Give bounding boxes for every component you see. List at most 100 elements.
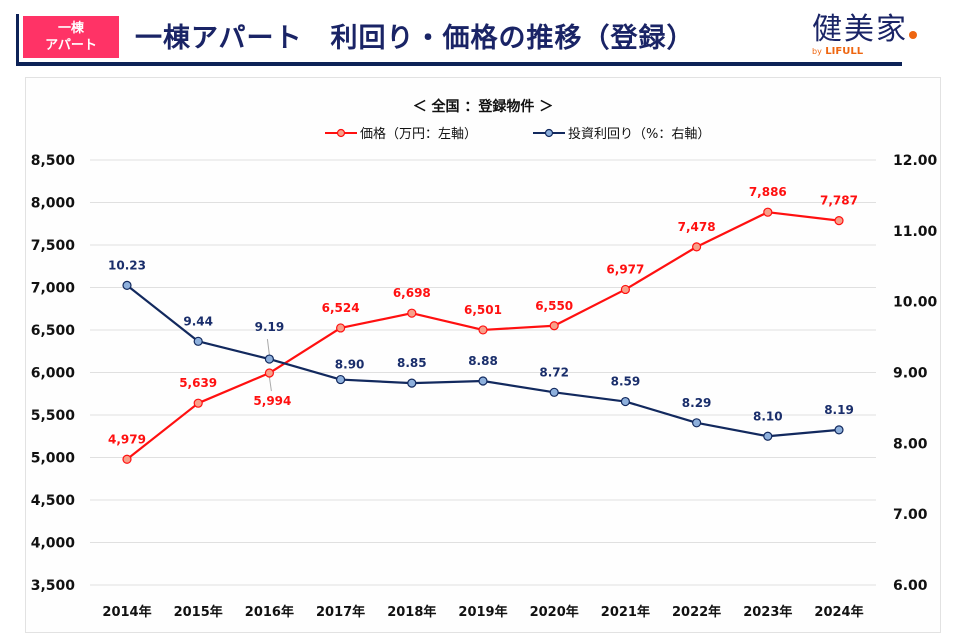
logo-by: by — [812, 47, 822, 56]
x-axis-tick-label: 2014年 — [102, 604, 151, 620]
legend-marker-yield-icon — [544, 128, 554, 138]
series-price: 4,979 5,639 5,994 6,524 6,698 6,501 6,550 6,977… — [108, 185, 858, 464]
price-point — [193, 398, 203, 408]
yield-data-label: 8.19 — [824, 403, 854, 417]
x-axis-tick-label: 2018年 — [387, 604, 436, 620]
badge-line-1: 一棟 — [57, 21, 84, 36]
yield-point — [691, 418, 702, 428]
yield-point — [478, 376, 488, 386]
series-yield: 10.23 9.44 9.19 8.90 8.85 8.88 8.72 8.59 8.29 8.1… — [108, 258, 854, 441]
x-axis-tick-label: 2019年 — [458, 604, 507, 620]
price-data-label: 6,698 — [393, 286, 431, 300]
x-axis-tick-label: 2016年 — [245, 604, 294, 620]
price-data-label: 6,501 — [464, 303, 502, 317]
left-axis-tick-label: 8,500 — [31, 153, 76, 169]
chart-title: ＜ 全国 ：登録物件 ＞ — [413, 98, 554, 115]
price-data-label: 6,524 — [322, 301, 360, 315]
left-axis-tick-label: 8,000 — [31, 196, 76, 212]
yield-data-label: 8.90 — [335, 358, 365, 372]
right-axis-tick-label: 9.00 — [893, 366, 928, 382]
leader-line-yield-2016 — [266, 338, 270, 356]
price-point — [549, 321, 559, 331]
gridlines — [90, 159, 876, 586]
right-axis-tick-label: 8.00 — [893, 436, 928, 452]
yield-data-label: 8.88 — [468, 354, 498, 368]
left-axis-tick-label: 5,000 — [31, 451, 76, 467]
price-data-label: 7,886 — [749, 185, 787, 199]
legend-label-yield: 投資利回り（%：右軸） — [568, 126, 710, 142]
yield-data-label: 8.59 — [611, 375, 641, 389]
logo-dot-icon — [909, 31, 917, 39]
yield-data-label: 8.10 — [753, 409, 783, 423]
right-axis-tick-label: 6.00 — [893, 578, 928, 594]
logo-brand: LIFULL — [825, 46, 864, 57]
yield-data-label: 9.44 — [183, 314, 213, 328]
chart-frame — [25, 77, 941, 633]
yield-point — [407, 378, 417, 388]
left-axis-tick-label: 5,500 — [31, 408, 76, 424]
legend-item-price: 価格（万円：左軸） — [325, 126, 477, 142]
left-axis-tick-label: 7,000 — [31, 281, 76, 297]
price-data-label: 6,977 — [606, 262, 644, 276]
x-axis-tick-label: 2024年 — [814, 604, 863, 620]
x-axis-tick-label: 2021年 — [601, 604, 650, 620]
left-axis-tick-label: 6,000 — [31, 366, 76, 382]
yield-point — [122, 280, 132, 290]
price-point — [763, 207, 773, 217]
legend-label-price: 価格（万円：左軸） — [360, 126, 477, 142]
x-axis-tick-label: 2022年 — [672, 604, 721, 620]
x-axis-tick-label: 2017年 — [316, 604, 365, 620]
logo-text: 健美家 — [812, 12, 908, 47]
brand-logo: 健美家 — [812, 4, 917, 48]
left-axis-tick-label: 6,500 — [31, 323, 76, 339]
left-axis-tick-label: 3,500 — [31, 578, 76, 594]
category-badge: 一棟 アパート — [23, 16, 119, 58]
price-line — [126, 211, 840, 461]
left-axis: 3,500 4,000 4,500 5,000 5,500 6,000 6,500 7,000… — [31, 153, 76, 594]
x-axis-tick-label: 2020年 — [530, 604, 579, 620]
legend-marker-price-icon — [336, 128, 346, 138]
yield-point — [620, 396, 631, 407]
x-axis-tick-label: 2015年 — [174, 604, 223, 620]
yield-point — [763, 431, 773, 441]
price-point — [407, 308, 417, 318]
yield-point — [834, 425, 844, 435]
right-axis-tick-label: 10.00 — [893, 295, 938, 311]
price-data-label: 4,979 — [108, 432, 146, 446]
right-axis-tick-label: 7.00 — [893, 507, 928, 523]
price-data-label: 7,787 — [820, 194, 858, 208]
yield-data-label: 8.29 — [682, 396, 712, 410]
left-axis-tick-label: 4,500 — [31, 493, 76, 509]
left-axis-tick-label: 4,000 — [31, 536, 76, 552]
price-point — [122, 454, 132, 464]
legend: 価格（万円：左軸） 投資利回り（%：右軸） — [325, 126, 710, 142]
leader-lines — [266, 338, 272, 392]
right-axis: 6.00 7.00 8.00 9.00 10.00 11.00 12.00 — [893, 153, 938, 594]
price-point — [691, 242, 702, 252]
page-title: 一棟アパート 利回り・価格の推移（登録） — [135, 23, 695, 54]
price-point — [264, 368, 274, 378]
yield-point — [336, 374, 346, 385]
price-point — [336, 323, 346, 333]
badge-line-2: アパート — [45, 38, 97, 53]
price-point — [620, 284, 631, 295]
price-point — [478, 325, 488, 335]
yield-data-label: 9.19 — [255, 320, 285, 334]
price-data-label: 6,550 — [535, 299, 573, 313]
leader-line-price-2016 — [268, 376, 272, 392]
legend-item-yield: 投資利回り（%：右軸） — [533, 126, 710, 142]
yield-data-label: 10.23 — [108, 258, 146, 272]
price-data-label: 5,994 — [253, 394, 291, 408]
yield-point — [549, 387, 559, 397]
left-axis-tick-label: 7,500 — [31, 238, 76, 254]
price-point — [834, 216, 844, 226]
yield-data-label: 8.85 — [397, 356, 427, 370]
x-axis-tick-label: 2023年 — [743, 604, 792, 620]
header-frame — [16, 14, 902, 66]
right-axis-tick-label: 12.00 — [893, 153, 938, 169]
yield-point — [264, 354, 274, 364]
right-axis-tick-label: 11.00 — [893, 224, 938, 240]
yield-data-label: 8.72 — [539, 365, 569, 379]
brand-logo-sub: by LIFULL — [812, 46, 863, 57]
